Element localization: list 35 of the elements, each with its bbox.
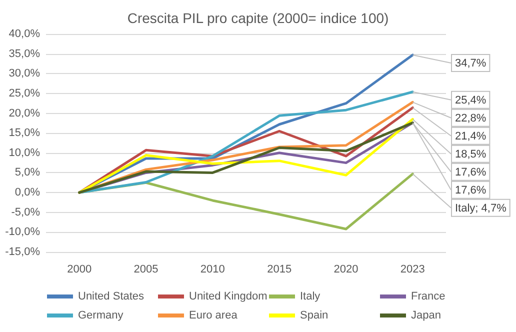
- data-label: 34,7%: [455, 58, 486, 70]
- x-tick-label: 2020: [334, 264, 358, 276]
- x-tick-label: 2023: [400, 264, 425, 276]
- x-tick-label: 2005: [134, 264, 158, 276]
- data-label: 21,4%: [455, 130, 486, 142]
- y-tick-label: 5,0%: [14, 166, 40, 179]
- data-label: 17,6%: [455, 166, 486, 178]
- y-tick-label: 40,0%: [8, 28, 40, 40]
- y-tick-label: 0,0%: [14, 186, 40, 199]
- legend-label: Euro area: [189, 310, 238, 322]
- x-tick-label: 2010: [200, 264, 225, 276]
- y-tick-label: 30,0%: [8, 68, 40, 80]
- legend-label: Japan: [411, 310, 441, 322]
- data-label: 18,5%: [455, 148, 486, 160]
- y-tick-label: 35,0%: [8, 48, 40, 60]
- legend-label: United States: [78, 290, 145, 302]
- y-tick-label: -10,0%: [5, 226, 40, 238]
- data-label: 25,4%: [455, 94, 486, 106]
- legend-label: United Kingdom: [189, 290, 268, 302]
- data-label: 22,8%: [455, 112, 486, 124]
- legend-label: Spain: [300, 310, 328, 322]
- y-tick-label: 10,0%: [8, 146, 40, 159]
- legend-label: Germany: [78, 310, 124, 322]
- legend-label: Italy: [300, 290, 321, 302]
- y-tick-label: 15,0%: [8, 127, 40, 140]
- y-tick-label: -5,0%: [11, 206, 40, 218]
- y-tick-label: -15,0%: [5, 246, 40, 258]
- legend-label: France: [411, 290, 446, 302]
- y-tick-label: 20,0%: [8, 107, 40, 120]
- x-tick-label: 2015: [267, 264, 292, 276]
- data-label: Italy; 4,7%: [455, 202, 507, 214]
- x-tick-label: 2000: [67, 264, 92, 276]
- y-tick-label: 25,0%: [8, 87, 40, 100]
- data-label: 17,6%: [455, 184, 486, 196]
- chart-title: Crescita PIL pro capite (2000= indice 100): [127, 10, 389, 26]
